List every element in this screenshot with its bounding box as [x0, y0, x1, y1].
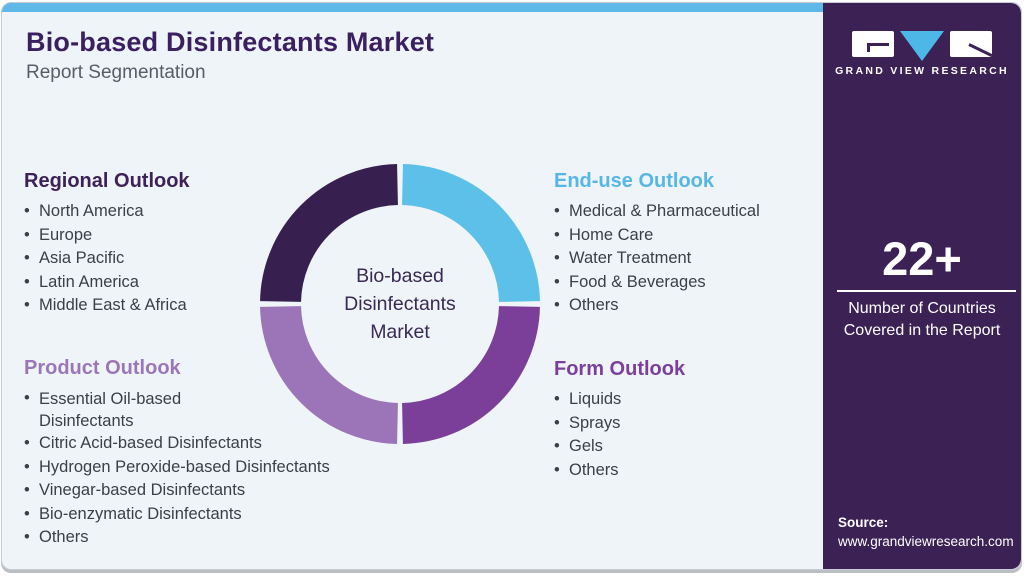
bullet-icon: •	[24, 272, 30, 291]
logo-g-nub	[867, 43, 870, 52]
logo-g-block-icon	[852, 31, 894, 57]
list-item: • Vinegar-based Disinfectants	[24, 479, 414, 503]
list-item: • Food & Beverages	[554, 271, 824, 295]
bullet-icon: •	[24, 434, 30, 452]
end-use-list: • Medical & Pharmaceutical • Home Care • Wa…	[554, 200, 824, 318]
bullet-icon: •	[554, 460, 560, 479]
list-item: • Gels	[554, 435, 774, 459]
bullet-icon: •	[24, 481, 30, 499]
segmentation-donut-chart: Bio-based Disinfectants Market	[260, 164, 540, 444]
bullet-icon: •	[554, 225, 560, 244]
product-list: • Essential Oil-based Disinfectants • Citr…	[24, 387, 414, 550]
bullet-icon: •	[554, 390, 560, 408]
bullet-icon: •	[24, 296, 30, 314]
logo-v-triangle-icon	[900, 31, 944, 61]
list-item: • Water Treatment	[554, 247, 824, 271]
bullet-icon: •	[554, 202, 560, 220]
source-block: Source: www.grandviewresearch.com	[838, 515, 1014, 549]
list-item: • Latin America	[24, 271, 264, 295]
section-title-form: Form Outlook	[554, 358, 686, 380]
page-title: Bio-based Disinfectants Market	[26, 27, 435, 57]
bullet-icon: •	[24, 457, 30, 476]
bullet-icon: •	[24, 389, 30, 407]
bullet-icon: •	[24, 225, 30, 244]
bullet-icon: •	[24, 504, 30, 523]
logo-g-slot	[867, 43, 889, 46]
section-form-outlook: Form Outlook • Liquids • Sprays • Gels • Oth…	[554, 358, 774, 482]
countries-stat-label: Number of Countries Covered in the Repor…	[843, 300, 1001, 339]
list-item: • Liquids	[554, 388, 774, 412]
list-item: • Hydrogen Peroxide-based Disinfectants	[24, 456, 414, 480]
bullet-icon: •	[24, 249, 30, 267]
bullet-icon: •	[554, 249, 560, 267]
donut-segment-end-use	[401, 164, 540, 303]
list-item: • Others	[24, 526, 414, 550]
donut-label-line: Disinfectants	[344, 293, 456, 315]
donut-segment-form	[401, 305, 540, 444]
bullet-icon: •	[554, 413, 560, 432]
section-end-use-outlook: End-use Outlook • Medical & Pharmaceutica…	[554, 170, 824, 318]
bullet-icon: •	[24, 528, 30, 546]
list-item: • Others	[554, 459, 774, 483]
list-item: • Bio-enzymatic Disinfectants	[24, 503, 414, 527]
gvr-logo	[823, 31, 1021, 61]
source-label: Source:	[838, 515, 889, 530]
donut-segment-product	[260, 305, 399, 444]
list-item: • Home Care	[554, 224, 824, 248]
list-item: • Europe	[24, 224, 264, 248]
source-url: www.grandviewresearch.com	[838, 534, 1014, 549]
stat-divider	[837, 290, 1016, 292]
sidebar: GRAND VIEW RESEARCH 22+ Number of Countr…	[823, 3, 1021, 569]
header: Bio-based Disinfectants Market Report Se…	[26, 27, 434, 84]
countries-stat-value: 22+	[882, 232, 962, 285]
section-title-product: Product Outlook	[24, 357, 181, 379]
section-product-outlook: Product Outlook • Essential Oil-based Dis…	[24, 357, 414, 550]
list-item: • Citric Acid-based Disinfectants	[24, 432, 414, 456]
regional-list: • North America • Europe • Asia Pacific • La…	[24, 200, 264, 318]
list-item: • Asia Pacific	[24, 247, 264, 271]
section-title-end-use: End-use Outlook	[554, 170, 714, 192]
donut-label-line: Market	[370, 321, 430, 343]
donut-label-line: Bio-based	[356, 265, 444, 287]
donut-segment-regional	[260, 164, 399, 303]
list-item: • Others	[554, 294, 824, 318]
donut-center-label: Bio-based Disinfectants Market	[260, 164, 540, 444]
list-item: • North America	[24, 200, 264, 224]
form-list: • Liquids • Sprays • Gels • Others	[554, 388, 774, 482]
list-item: • Medical & Pharmaceutical	[554, 200, 824, 224]
bullet-icon: •	[554, 437, 560, 455]
bullet-icon: •	[554, 296, 560, 314]
donut-svg	[260, 164, 540, 444]
top-accent-strip	[2, 3, 823, 12]
bullet-icon: •	[554, 272, 560, 291]
list-item: • Middle East & Africa	[24, 294, 264, 318]
page-subtitle: Report Segmentation	[26, 62, 206, 83]
logo-r-leg	[968, 43, 992, 57]
brand-name: GRAND VIEW RESEARCH	[835, 65, 1009, 77]
list-item: • Essential Oil-based Disinfectants	[24, 389, 182, 430]
section-regional-outlook: Regional Outlook • North America • Europe …	[24, 170, 264, 318]
bullet-icon: •	[24, 202, 30, 220]
section-title-regional: Regional Outlook	[24, 170, 190, 192]
list-item: • Sprays	[554, 412, 774, 436]
logo-r-block-icon	[950, 31, 992, 57]
